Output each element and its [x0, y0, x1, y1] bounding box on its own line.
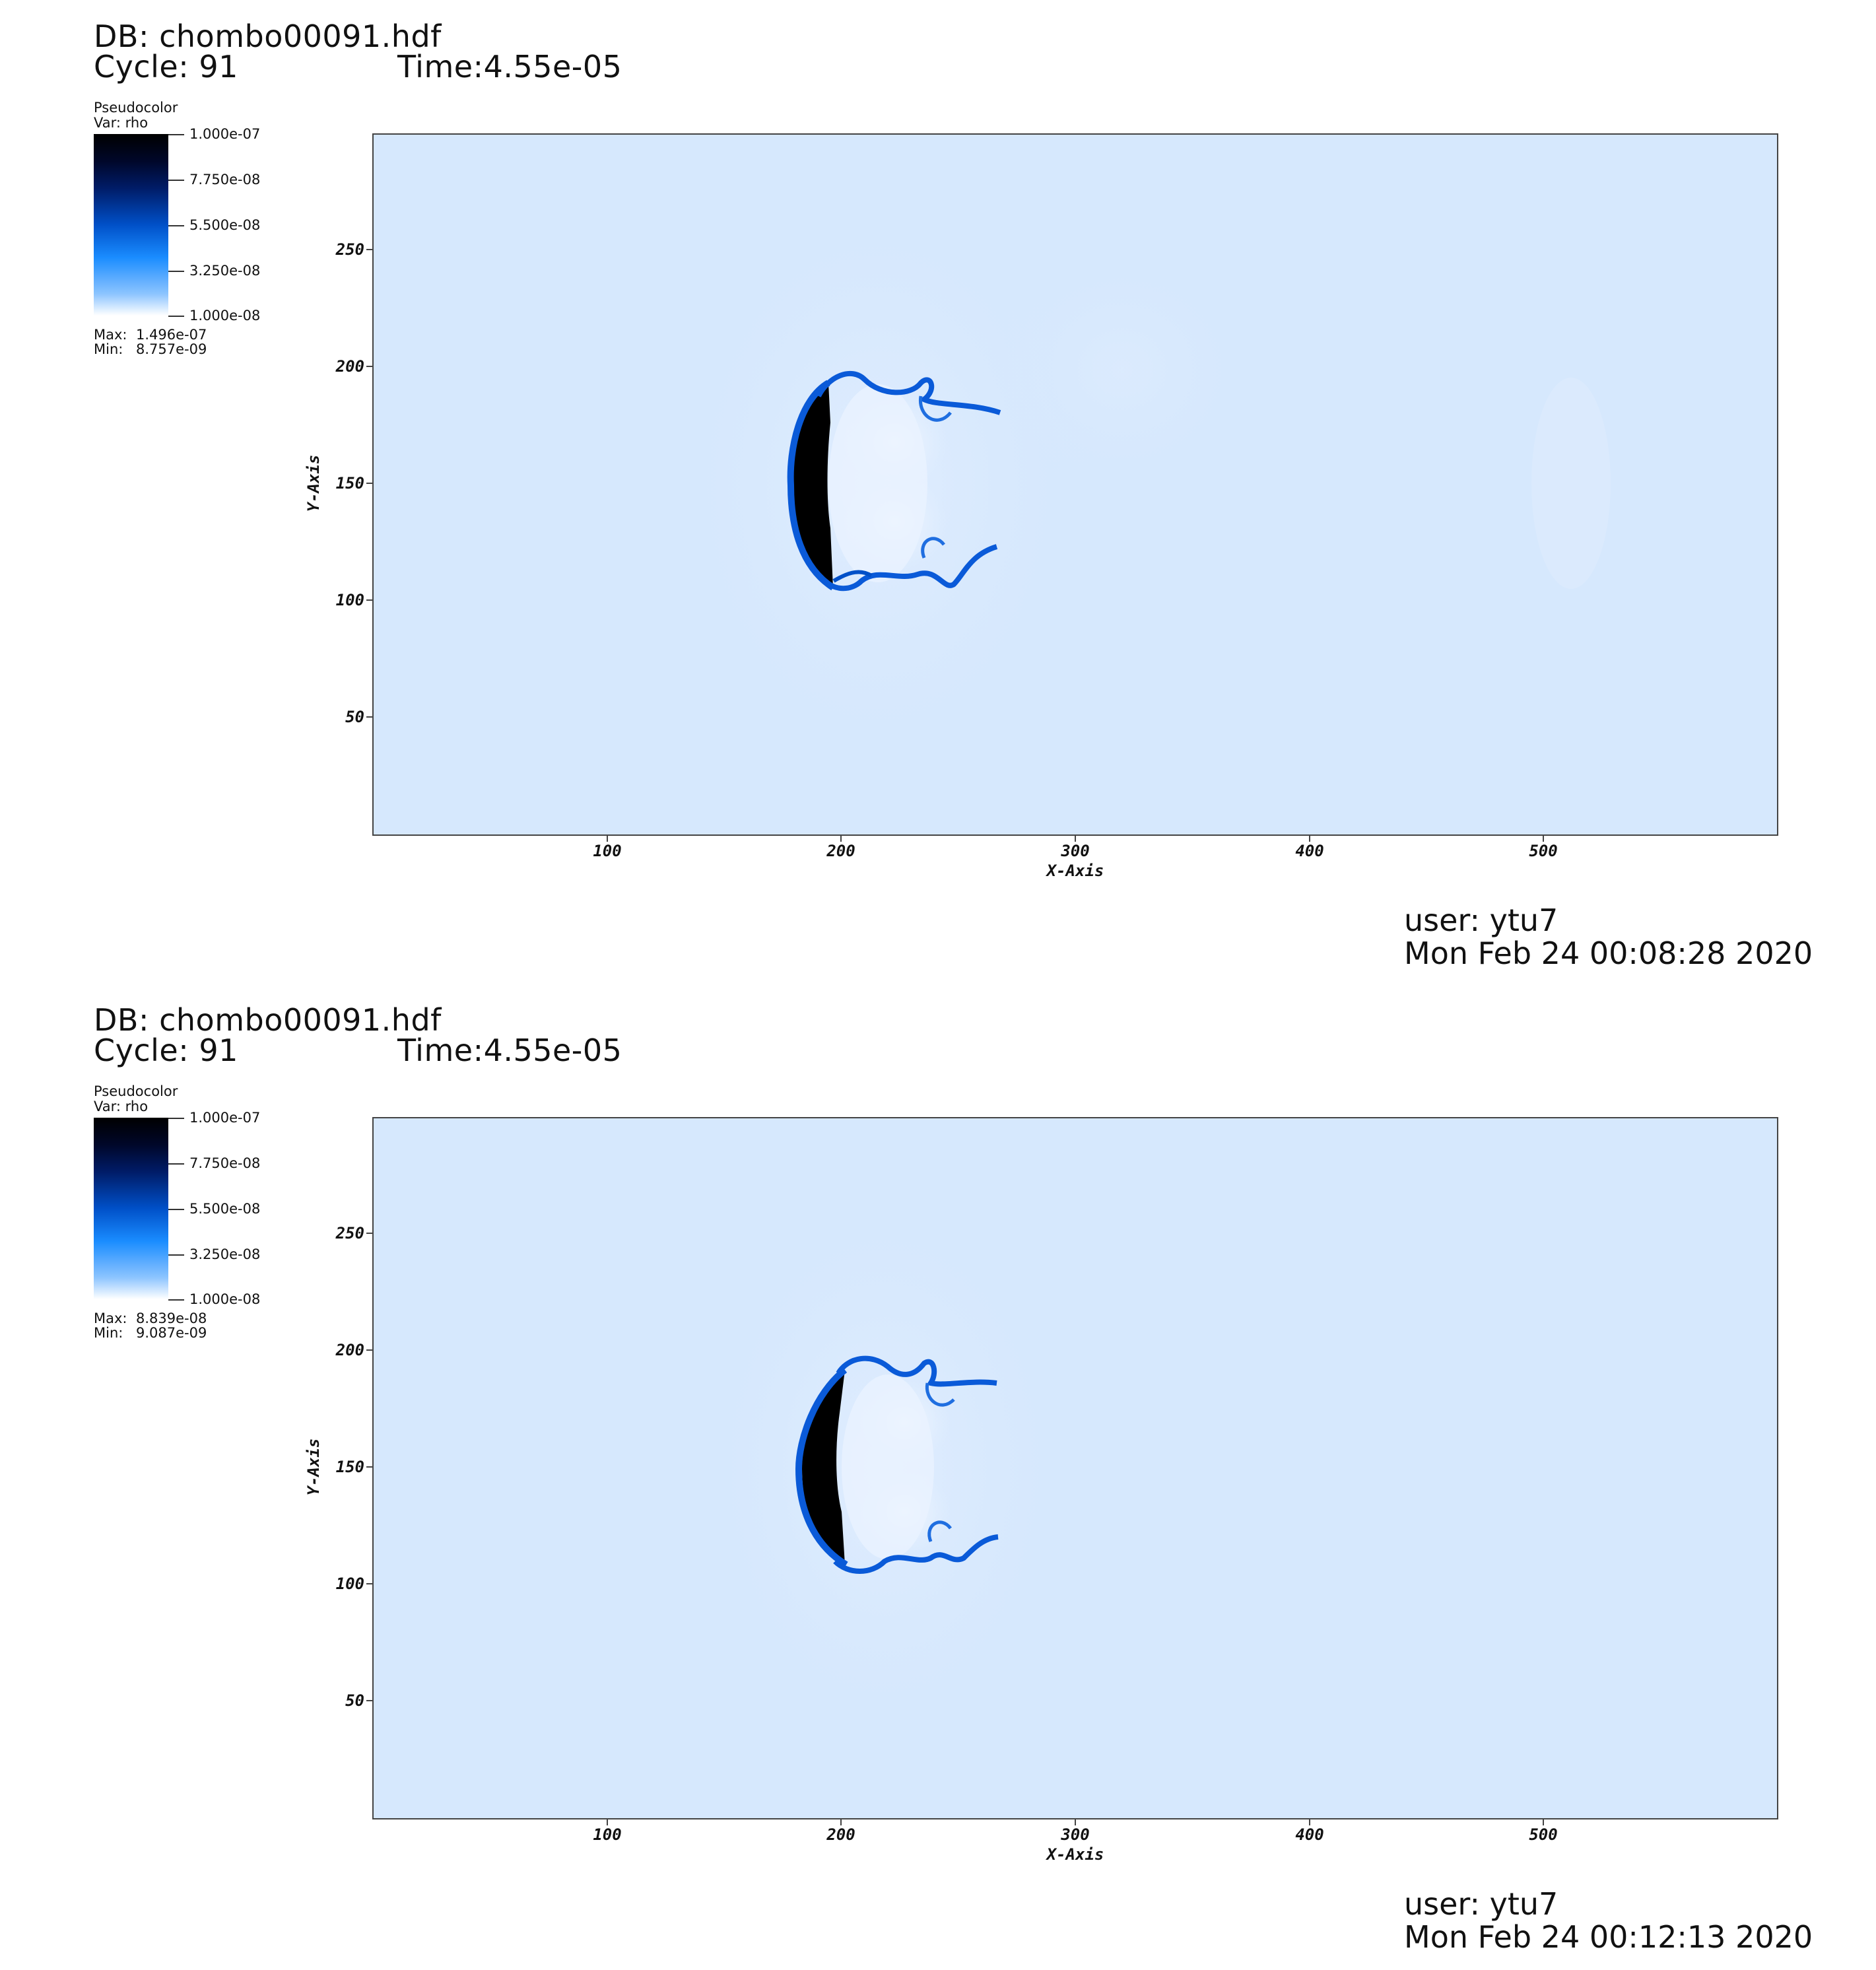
colorbar-label: 3.250e-08 — [189, 263, 261, 279]
colorbar-label: 1.000e-07 — [189, 126, 261, 142]
min-label: Min: — [94, 1325, 123, 1341]
colorbar-tick — [168, 1299, 184, 1301]
colorbar-label: 5.500e-08 — [189, 1201, 261, 1217]
y-tick-label: 50 — [345, 1691, 364, 1710]
time-label: Time:4.55e-05 — [397, 1033, 622, 1068]
y-axis-ticks — [366, 249, 373, 718]
cycle-label: Cycle: 91 — [94, 49, 238, 85]
y-tick-label: 200 — [335, 1341, 364, 1359]
colorbar-tick — [168, 271, 184, 272]
x-tick-label: 300 — [1060, 842, 1089, 860]
cycle-time-row: Cycle: 91 Time:4.55e-05 — [94, 1033, 622, 1068]
y-axis-title: Y-Axis — [304, 1439, 323, 1496]
y-axis-ticks — [366, 1233, 373, 1701]
x-axis-title: X-Axis — [1046, 1845, 1104, 1864]
colorbar-tick — [168, 1254, 184, 1256]
colorbar-tick — [168, 1163, 184, 1165]
legend-min: Min: 9.087e-09 — [94, 1325, 207, 1341]
x-tick-label: 100 — [593, 842, 621, 860]
date-label: Mon Feb 24 00:12:13 2020 — [1404, 1919, 1813, 1955]
x-tick-label: 100 — [593, 1825, 621, 1844]
x-tick-label: 400 — [1295, 842, 1323, 860]
colorbar — [94, 134, 168, 316]
user-label: user: ytu7 — [1404, 1886, 1558, 1922]
colorbar-label: 1.000e-08 — [189, 1291, 261, 1307]
date-label: Mon Feb 24 00:08:28 2020 — [1404, 935, 1813, 971]
x-tick-label: 200 — [826, 1825, 855, 1844]
density-field — [687, 1176, 1083, 1757]
min-label: Min: — [94, 341, 123, 357]
colorbar-label: 5.500e-08 — [189, 217, 261, 233]
y-tick-label: 100 — [336, 591, 364, 609]
x-axis-ticks — [607, 835, 1544, 842]
legend-min: Min: 8.757e-09 — [94, 341, 207, 357]
visit-frame-1: DB: chombo00091.hdf Cycle: 91 Time:4.55e… — [0, 0, 1876, 984]
y-tick-label: 100 — [336, 1575, 364, 1593]
colorbar-label: 1.000e-07 — [189, 1110, 261, 1126]
max-value: 8.839e-08 — [136, 1310, 207, 1326]
x-tick-label: 500 — [1529, 842, 1557, 860]
x-tick-label: 300 — [1060, 1825, 1089, 1844]
colorbar-tick — [168, 180, 184, 181]
legend-variable: Var: rho — [94, 1099, 149, 1114]
visit-frame-2: DB: chombo00091.hdf Cycle: 91 Time:4.55e… — [0, 984, 1876, 1967]
y-tick-label: 50 — [345, 708, 364, 726]
colorbar-label: 3.250e-08 — [189, 1246, 261, 1262]
legend-plot-type: Pseudocolor — [94, 1083, 178, 1099]
y-tick-label: 150 — [336, 474, 364, 493]
x-axis-ticks — [607, 1819, 1544, 1825]
colorbar — [94, 1118, 168, 1299]
cycle-time-row: Cycle: 91 Time:4.55e-05 — [94, 49, 622, 85]
plot-area: 250 200 150 100 50 100 200 300 400 500 X… — [304, 133, 1778, 880]
x-tick-label: 400 — [1295, 1825, 1323, 1844]
legend-max: Max: 8.839e-08 — [94, 1310, 207, 1326]
colorbar-label: 7.750e-08 — [189, 172, 261, 187]
colorbar-label: 1.000e-08 — [189, 308, 261, 323]
density-field — [660, 180, 1611, 787]
colorbar-tick — [168, 225, 184, 226]
x-axis-title: X-Axis — [1046, 862, 1104, 880]
legend-plot-type: Pseudocolor — [94, 100, 178, 116]
y-tick-label: 250 — [335, 1224, 364, 1242]
colorbar-label: 7.750e-08 — [189, 1155, 261, 1171]
colorbar-tick — [168, 134, 184, 135]
time-label: Time:4.55e-05 — [397, 49, 622, 85]
user-label: user: ytu7 — [1404, 902, 1558, 938]
x-tick-label: 500 — [1529, 1825, 1557, 1844]
y-tick-label: 200 — [335, 357, 364, 376]
max-label: Max: — [94, 1310, 127, 1326]
colorbar-tick — [168, 1118, 184, 1119]
plot-area: 250 200 150 100 50 100 200 300 400 500 X… — [304, 1117, 1778, 1864]
legend-variable: Var: rho — [94, 115, 149, 131]
min-value: 8.757e-09 — [136, 341, 207, 357]
y-tick-label: 150 — [336, 1458, 364, 1476]
colorbar-tick — [168, 316, 184, 317]
colorbar-tick — [168, 1209, 184, 1210]
max-value: 1.496e-07 — [136, 327, 207, 343]
legend-max: Max: 1.496e-07 — [94, 327, 207, 343]
cycle-label: Cycle: 91 — [94, 1033, 238, 1068]
y-axis-title: Y-Axis — [304, 455, 323, 512]
y-tick-label: 250 — [335, 240, 364, 259]
x-tick-label: 200 — [826, 842, 855, 860]
max-label: Max: — [94, 327, 127, 343]
database-label: DB: chombo00091.hdf — [94, 1002, 442, 1038]
min-value: 9.087e-09 — [136, 1325, 207, 1341]
database-label: DB: chombo00091.hdf — [94, 18, 442, 54]
